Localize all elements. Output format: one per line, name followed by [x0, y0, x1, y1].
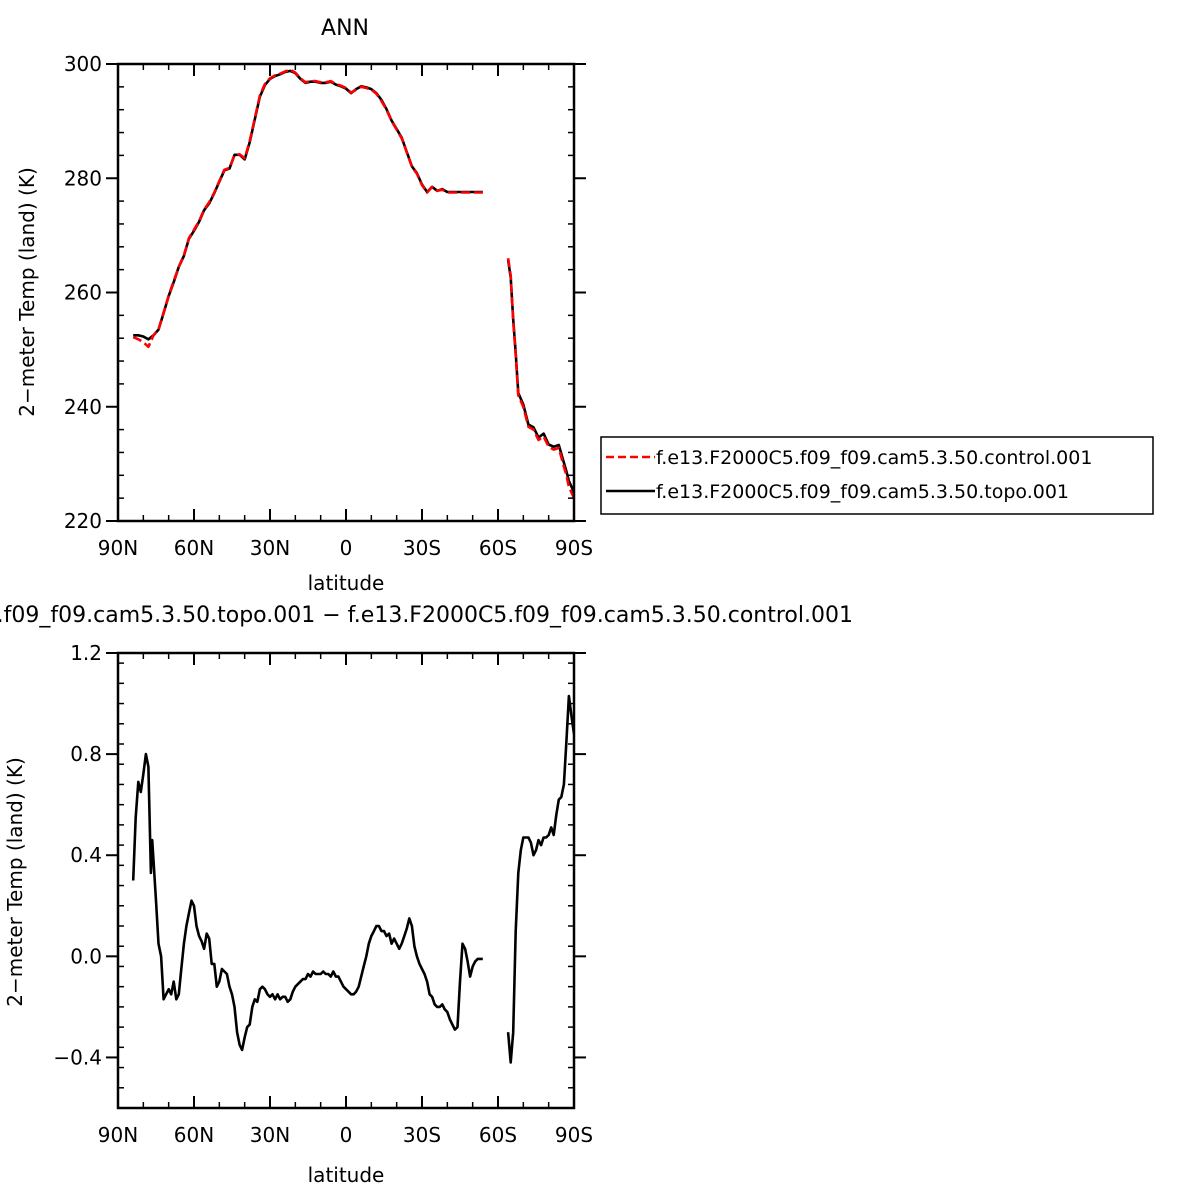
axis-ticks: 90N 60N 30N 0 30S 60S 90S 220 240 260 280 300: [64, 52, 593, 560]
plot-frame: [116, 651, 576, 1110]
plot-frame: [116, 62, 576, 523]
x-tick-label: 30N: [250, 536, 290, 560]
bottom-chart: f.e13.F2000C5.f09_f09.cam5.3.50.topo.001…: [0, 603, 853, 1187]
y-tick-label: 300: [64, 52, 102, 76]
x-tick-label: 30S: [403, 536, 441, 560]
x-tick-label: 90N: [98, 536, 138, 560]
topo-series-line: [131, 752, 483, 1052]
x-tick-label: 60S: [479, 1123, 517, 1147]
top-chart: ANN 90N 60N 30N 0 30S 60S 90S 220 240 260 280 300 l…: [15, 16, 593, 595]
legend-box: [600, 436, 1154, 515]
y-axis-label: 2−meter Temp (land) (K): [3, 757, 27, 1007]
y-tick-label: −0.4: [53, 1045, 102, 1069]
legend-label-topo: f.e13.F2000C5.f09_f09.cam5.3.50.topo.001: [656, 481, 1069, 503]
y-axis-label: 2−meter Temp (land) (K): [15, 167, 39, 417]
legend: f.e13.F2000C5.f09_f09.cam5.3.50.control.…: [600, 436, 1154, 515]
x-tick-label: 60N: [174, 1123, 214, 1147]
topo-series-line: [133, 69, 483, 341]
y-tick-label: 260: [64, 281, 102, 305]
x-tick-label: 90S: [555, 536, 593, 560]
y-tick-label: 220: [64, 509, 102, 533]
topo-series-line: [506, 694, 574, 1064]
y-tick-label: 0.4: [70, 843, 102, 867]
x-tick-label: 60S: [479, 536, 517, 560]
x-tick-label: 90N: [98, 1123, 138, 1147]
chart-title: ANN: [321, 16, 369, 41]
x-tick-label: 60N: [174, 536, 214, 560]
legend-label-control: f.e13.F2000C5.f09_f09.cam5.3.50.control.…: [656, 447, 1092, 469]
y-tick-label: 0.0: [70, 944, 102, 968]
y-tick-label: 280: [64, 166, 102, 190]
data-lines: [132, 68, 574, 499]
data-lines: [131, 694, 574, 1064]
x-axis-label: latitude: [308, 571, 385, 595]
x-axis-label: latitude: [308, 1163, 385, 1187]
x-tick-label: 30N: [250, 1123, 290, 1147]
difference-title: f.e13.F2000C5.f09_f09.cam5.3.50.topo.001…: [0, 603, 853, 628]
y-tick-label: 240: [64, 395, 102, 419]
x-tick-label: 30S: [403, 1123, 441, 1147]
y-tick-label: 1.2: [70, 641, 102, 665]
x-tick-label: 90S: [555, 1123, 593, 1147]
control-series-line: [132, 68, 483, 349]
control-series-line: [506, 258, 574, 499]
x-tick-label: 0: [340, 536, 353, 560]
y-tick-label: 0.8: [70, 742, 102, 766]
axis-ticks: 90N 60N 30N 0 30S 60S 90S −0.4 0.0 0.4 0.8 1.2: [53, 641, 593, 1147]
x-tick-label: 0: [340, 1123, 353, 1147]
